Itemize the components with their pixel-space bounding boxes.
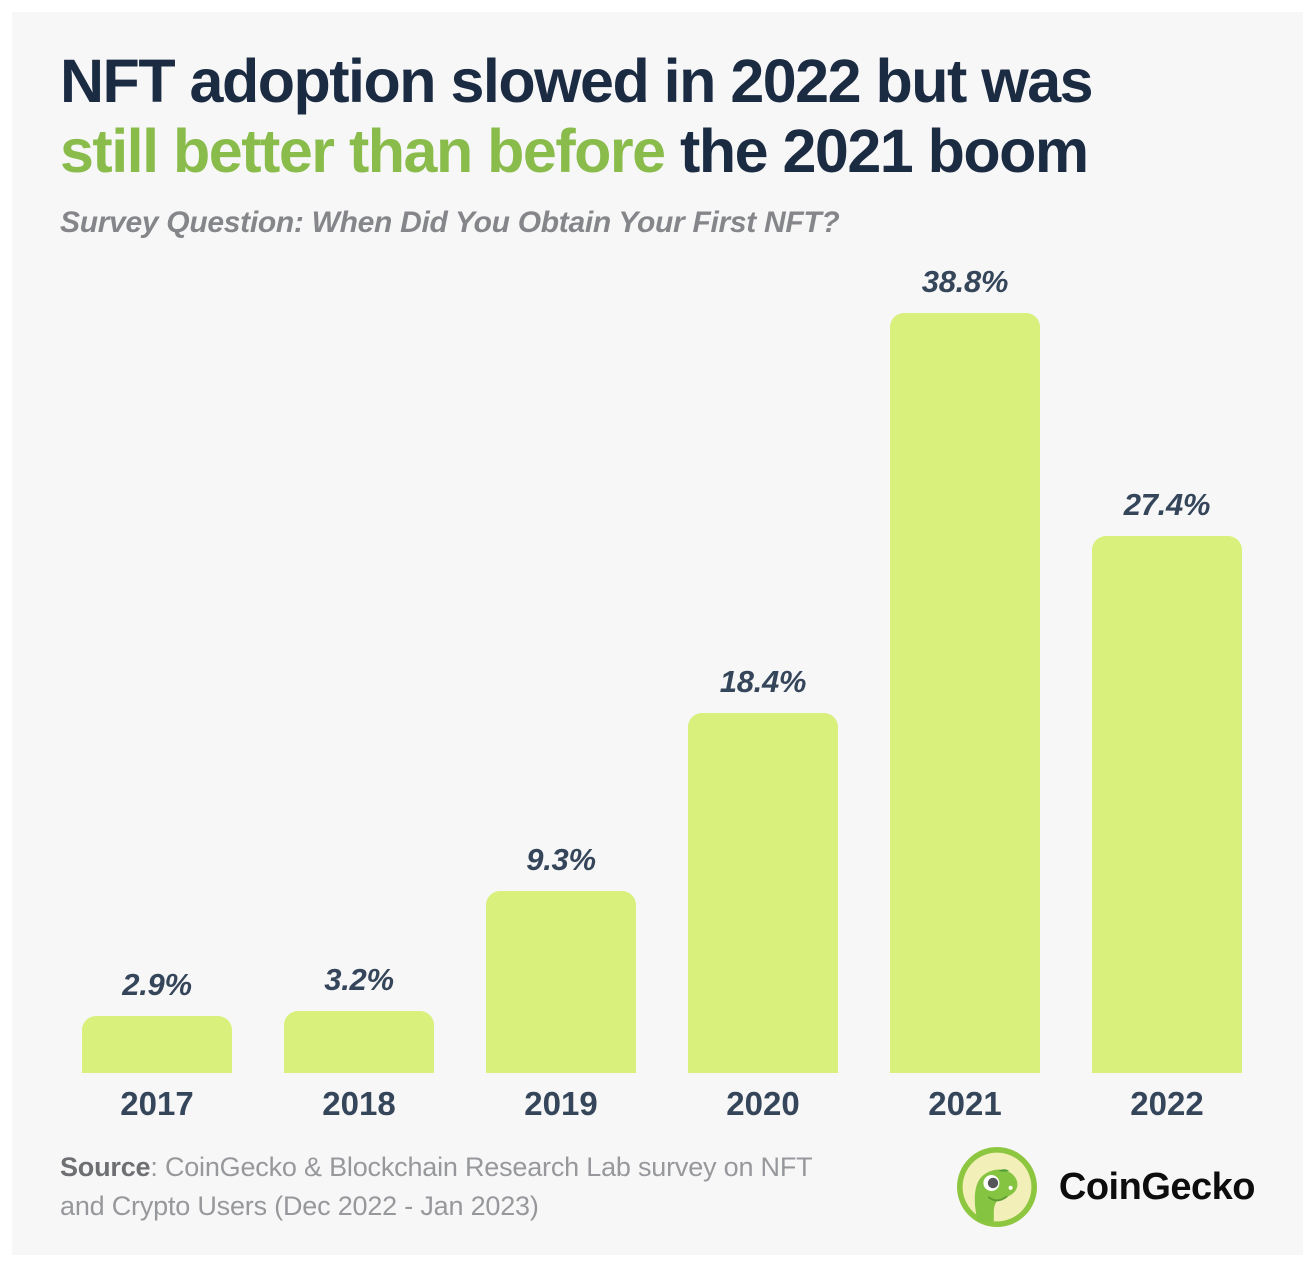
bar <box>82 1016 232 1074</box>
bar-value-label: 38.8% <box>921 263 1009 299</box>
bar-group-2020: 18.4% <box>688 664 838 1074</box>
bar <box>890 312 1040 1074</box>
bar-group-2018: 3.2% <box>284 962 434 1074</box>
bar-value-label: 2.9% <box>122 967 192 1003</box>
coingecko-gecko-icon <box>956 1147 1037 1227</box>
x-axis-label: 2020 <box>726 1085 800 1123</box>
x-axis-label: 2019 <box>524 1085 598 1123</box>
bar-group-2021: 38.8% <box>890 263 1040 1074</box>
bar-value-label: 27.4% <box>1123 487 1211 523</box>
footer: Source: CoinGecko & Blockchain Research … <box>60 1147 1256 1227</box>
source-note: Source: CoinGecko & Blockchain Research … <box>60 1148 820 1226</box>
bar <box>688 712 838 1074</box>
x-axis-labels: 2017 2018 2019 2020 2021 2022 <box>82 1085 1242 1123</box>
header: NFT adoption slowed in 2022 but was stil… <box>60 46 1255 240</box>
x-axis-label: 2021 <box>928 1085 1002 1123</box>
bar-group-2017: 2.9% <box>82 967 232 1074</box>
source-label: Source <box>60 1151 151 1182</box>
title-line1: NFT adoption slowed in 2022 but was <box>60 47 1094 115</box>
bar-value-label: 3.2% <box>324 961 394 997</box>
bar <box>284 1010 434 1074</box>
bar <box>486 891 636 1074</box>
bar-value-label: 9.3% <box>526 842 596 878</box>
x-axis-label: 2022 <box>1130 1085 1204 1123</box>
infographic-canvas: NFT adoption slowed in 2022 but was stil… <box>12 12 1303 1255</box>
bar-chart: 2.9% 3.2% 9.3% 18.4% 38.8% 27.4% 2017 2018 2019… <box>82 250 1242 1123</box>
coingecko-brand: CoinGecko <box>956 1147 1256 1227</box>
bar-value-label: 18.4% <box>719 663 807 699</box>
x-axis-label: 2018 <box>322 1085 396 1123</box>
chart-title: NFT adoption slowed in 2022 but was stil… <box>60 46 1255 186</box>
bars: 2.9% 3.2% 9.3% 18.4% 38.8% 27.4% <box>82 250 1242 1074</box>
bar <box>1092 536 1242 1074</box>
survey-question-subtitle: Survey Question: When Did You Obtain You… <box>60 206 840 240</box>
x-axis-label: 2017 <box>120 1085 194 1123</box>
bar-group-2022: 27.4% <box>1092 487 1242 1074</box>
title-line2-highlight: still better than before <box>60 117 666 186</box>
title-line2-rest: the 2021 boom <box>664 117 1089 186</box>
source-text: : CoinGecko & Blockchain Research Lab su… <box>60 1151 812 1221</box>
coingecko-wordmark: CoinGecko <box>1058 1165 1256 1208</box>
bar-group-2019: 9.3% <box>486 842 636 1074</box>
